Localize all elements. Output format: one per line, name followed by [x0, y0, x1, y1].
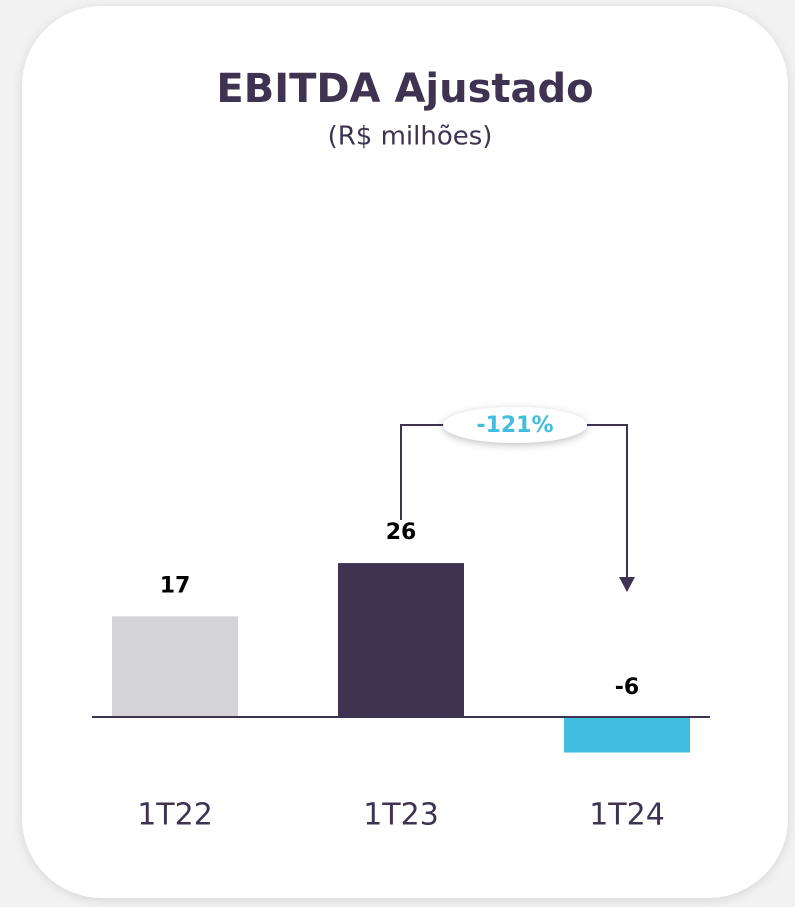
- change-pill: [443, 407, 587, 443]
- x-tick-label: 1T22: [137, 798, 213, 833]
- value-label: 26: [386, 520, 417, 545]
- arrow-head: [619, 577, 635, 592]
- x-tick-label: 1T23: [363, 798, 439, 833]
- bar: [338, 563, 464, 717]
- value-label: 17: [160, 573, 191, 598]
- bars: [112, 563, 690, 753]
- chart-subtitle: (R$ milhões): [328, 122, 493, 152]
- chart-title: EBITDA Ajustado: [216, 66, 593, 112]
- x-tick-label: 1T24: [589, 798, 665, 833]
- change-label: -121%: [476, 413, 553, 438]
- value-label: -6: [615, 675, 639, 700]
- bar: [564, 717, 690, 753]
- bar: [112, 616, 238, 717]
